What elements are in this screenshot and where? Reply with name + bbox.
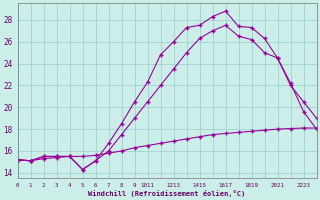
- X-axis label: Windchill (Refroidissement éolien,°C): Windchill (Refroidissement éolien,°C): [88, 190, 246, 197]
